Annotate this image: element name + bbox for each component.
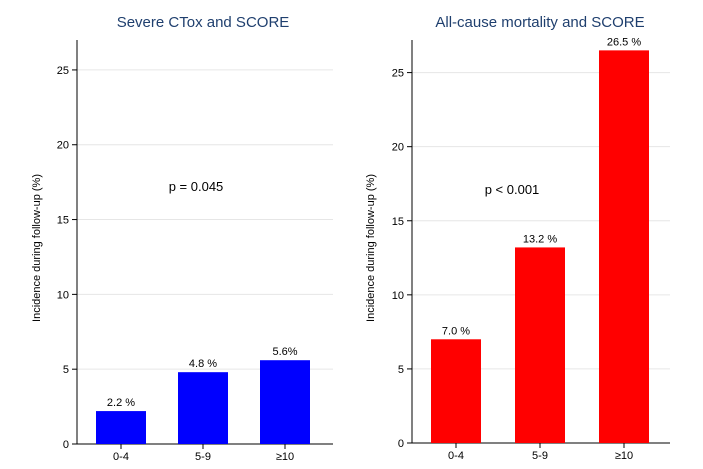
y-tick-label: 25 — [57, 65, 69, 77]
data-label: 4.8 % — [189, 358, 217, 370]
y-tick-label: 10 — [57, 289, 69, 301]
x-tick-label: ≥10 — [615, 450, 633, 462]
x-tick-label: 0-4 — [448, 450, 464, 462]
chart-panel-severe-ctox: Severe CTox and SCORE Incidence during f… — [31, 14, 333, 463]
bar-10 — [260, 360, 310, 444]
y-tick-label: 20 — [392, 142, 404, 154]
y-tick-label: 10 — [392, 290, 404, 302]
bar-04 — [96, 411, 146, 444]
y-tick-label: 15 — [57, 215, 69, 227]
y-axis-label: Incidence during follow-up (%) — [31, 174, 43, 322]
y-tick-label: 25 — [392, 68, 404, 80]
chart-panel-all-cause-mortality: All-cause mortality and SCORE Incidence … — [365, 14, 670, 462]
y-tick-label: 15 — [392, 216, 404, 228]
y-tick-label: 0 — [398, 438, 404, 450]
data-label: 5.6% — [272, 346, 297, 358]
bar-59 — [515, 247, 565, 443]
y-tick-label: 20 — [57, 140, 69, 152]
chart-title: All-cause mortality and SCORE — [435, 14, 644, 31]
y-axis-label: Incidence during follow-up (%) — [365, 174, 377, 322]
x-tick-label: 5-9 — [532, 450, 548, 462]
y-tick-label: 5 — [63, 364, 69, 376]
bar-59 — [178, 372, 228, 444]
bar-04 — [431, 339, 481, 443]
y-tick-label: 5 — [398, 364, 404, 376]
y-tick-label: 0 — [63, 439, 69, 451]
bar-10 — [599, 50, 649, 443]
chart-title: Severe CTox and SCORE — [117, 14, 290, 31]
x-tick-label: ≥10 — [276, 451, 294, 463]
x-tick-label: 0-4 — [113, 451, 129, 463]
p-value-annotation: p < 0.001 — [485, 182, 540, 197]
data-label: 13.2 % — [523, 233, 557, 245]
data-label: 7.0 % — [442, 325, 470, 337]
data-label: 26.5 % — [607, 36, 641, 48]
data-label: 2.2 % — [107, 397, 135, 409]
x-tick-label: 5-9 — [195, 451, 211, 463]
p-value-annotation: p = 0.045 — [169, 179, 224, 194]
